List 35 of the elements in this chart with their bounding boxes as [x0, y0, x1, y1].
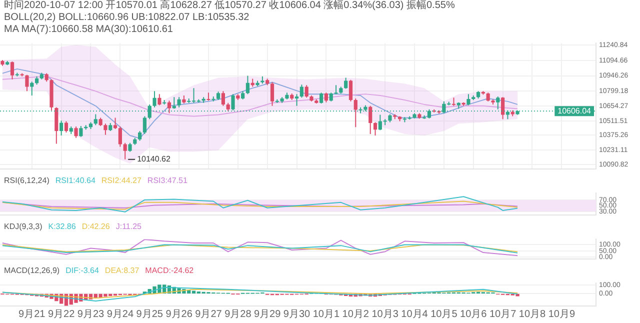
text: RSI1:40.64 [55, 176, 96, 185]
x-tick-label: 10月3 [372, 308, 399, 320]
text: D:42.26 [82, 222, 110, 231]
text: RSI3:47.51 [147, 176, 188, 185]
x-tick-label: 10月2 [342, 308, 370, 320]
x-tick-label: 9月26 [166, 308, 193, 320]
x-tick-label: 9月29 [254, 308, 282, 320]
text: DIF:-3.64 [66, 266, 99, 275]
x-tick-label: 10月4 [401, 308, 428, 320]
chart-title: MACD(12,26,9) [4, 266, 60, 275]
x-tick-label: 9月21 [18, 308, 46, 320]
text: RSI2:44.27 [101, 176, 142, 185]
text: MA MA(7):10660.58 MA(30):10610.61 [4, 24, 174, 36]
x-tick-label: 9月25 [136, 308, 164, 320]
x-tick-label: 9月24 [106, 308, 134, 320]
x-tick-label: 9月27 [195, 308, 222, 320]
x-tick-label: 9月23 [77, 308, 105, 320]
chart-title: RSI(6,12,24) [4, 176, 50, 185]
x-tick-label: 10月9 [548, 308, 576, 320]
x-tick-label: 10月5 [430, 308, 458, 320]
series-label: J:11.25 [116, 222, 142, 231]
text: K:32.86 [48, 222, 76, 231]
x-tick-label: 10月8 [518, 308, 546, 320]
x-tick-label: 10月1 [312, 308, 340, 320]
ref-line-label: 10606.04 [558, 106, 592, 116]
text: BOLL(20,2) BOLL:10660.96 UB:10822.07 LB:10535.32 [4, 12, 250, 24]
series-label: MACD:-24.62 [145, 266, 194, 275]
x-tick-label: 10月6 [460, 308, 488, 320]
annotation: 10140.62 [137, 154, 172, 164]
chart-title: KDJ(9,3,3) [4, 222, 42, 231]
text: DEA:8.37 [104, 266, 140, 275]
x-tick-label: 9月28 [224, 308, 252, 320]
x-tick-label: 10月7 [489, 308, 517, 320]
x-tick-label: 9月30 [283, 308, 311, 320]
x-tick-label: 9月22 [48, 308, 76, 320]
